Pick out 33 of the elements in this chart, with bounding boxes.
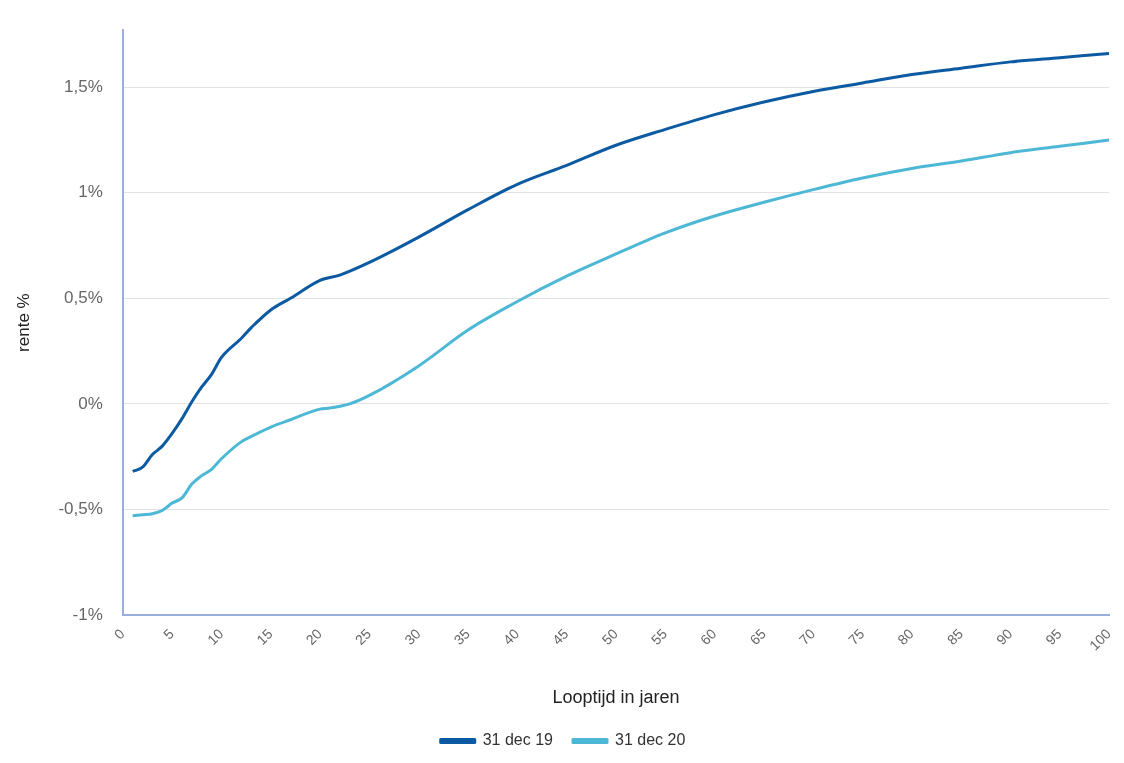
- x-tick-label: 55: [647, 625, 671, 648]
- x-tick-label: 15: [253, 625, 276, 648]
- x-tick-label: 85: [943, 625, 967, 648]
- y-tick-label: -1%: [72, 604, 103, 624]
- x-tick-label: 20: [302, 625, 326, 648]
- x-tick-label: 60: [697, 625, 720, 648]
- y-axis-title: rente %: [13, 293, 33, 352]
- x-tick-label: 70: [795, 625, 819, 648]
- x-tick-label: 45: [549, 625, 572, 648]
- y-tick-label: 1,5%: [64, 76, 103, 96]
- y-tick-label: -0,5%: [58, 499, 103, 519]
- x-tick-label: 80: [894, 625, 917, 648]
- x-tick-label: 0: [110, 625, 128, 643]
- x-tick-label: 50: [598, 625, 621, 648]
- legend-label: 31 dec 20: [615, 731, 686, 749]
- y-tick-label: 0%: [78, 393, 103, 413]
- legend-label: 31 dec 19: [482, 731, 554, 749]
- x-tick-label: 25: [351, 625, 375, 648]
- x-tick-label: 10: [203, 625, 227, 648]
- x-tick-label: 100: [1086, 625, 1115, 654]
- line-series: [131, 51, 1110, 473]
- line-series: [131, 138, 1110, 518]
- x-axis-title: Looptijd in jaren: [552, 687, 680, 708]
- x-tick-label: 30: [401, 625, 424, 648]
- x-tick-label: 5: [160, 625, 178, 643]
- y-tick-label: 1%: [78, 182, 103, 202]
- x-tick-label: 90: [993, 625, 1016, 648]
- x-tick-label: 95: [1042, 625, 1065, 648]
- x-tick-label: 65: [746, 625, 769, 648]
- x-tick-label: 40: [499, 625, 523, 648]
- x-tick-label: 35: [450, 625, 474, 648]
- x-tick-label: 75: [845, 625, 868, 648]
- y-tick-label: 0,5%: [64, 288, 103, 308]
